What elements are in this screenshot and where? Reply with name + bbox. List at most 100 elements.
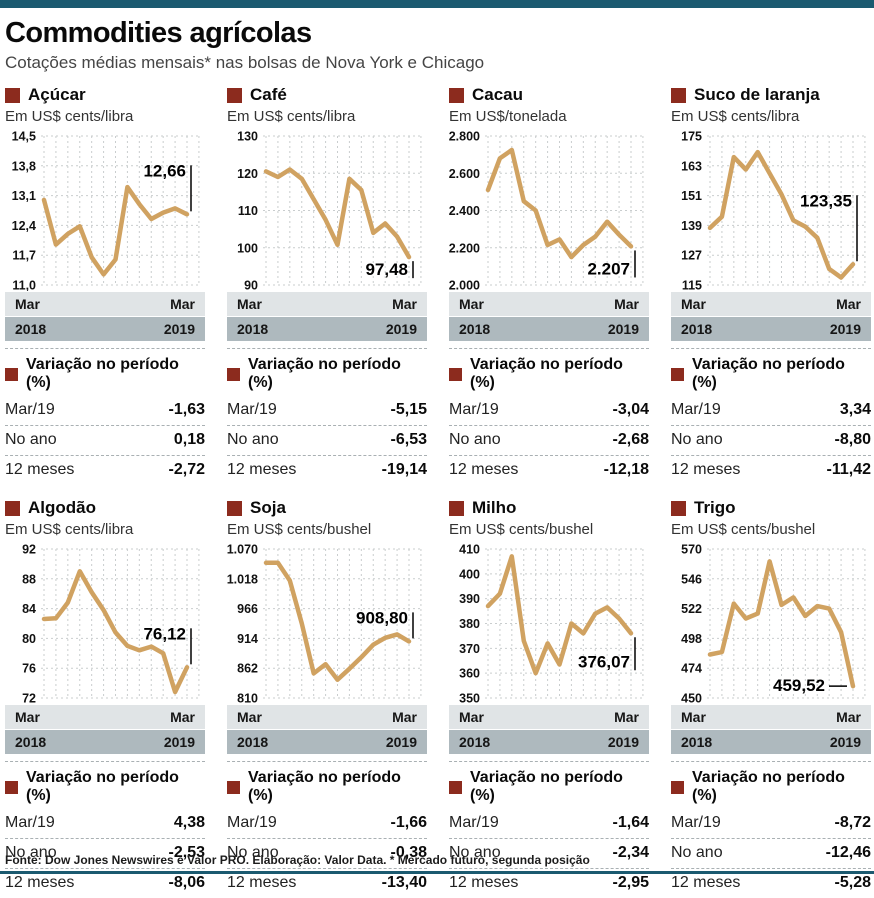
x-start-year: 2018 [237,321,269,337]
x-axis-months: Mar Mar [671,292,871,316]
y-tick-label: 1.018 [227,572,258,586]
variation-row-value: -13,40 [381,874,427,891]
x-end-month: Mar [836,296,861,312]
price-chart-svg: 570 546 522 498 474 450 459,52 [681,543,866,706]
variation-heading: Variação no período (%) [449,356,649,392]
unit-label: Em US$ cents/bushel [227,521,372,538]
variation-section: Variação no período (%) Mar/19 -3,04 No … [449,348,649,485]
page-title: Commodities agrícolas [5,17,312,49]
price-chart-svg: 2.800 2.600 2.400 2.200 2.000 2.207 [449,130,644,293]
variation-row-value: -2,72 [168,461,205,478]
y-tick-label: 130 [237,131,258,144]
end-value-label: 908,80 [356,608,408,627]
y-tick-label: 474 [681,662,702,676]
x-start-month: Mar [237,709,262,725]
unit-label: Em US$ cents/bushel [671,521,816,538]
variation-heading: Variação no período (%) [671,356,871,392]
bullet-square-icon [5,780,18,794]
variation-heading-label: Variação no período (%) [26,356,179,391]
x-start-month: Mar [459,296,484,312]
variation-row-value: -6,53 [390,431,427,448]
variation-row-label: Mar/19 [671,401,721,418]
variation-row-value: -1,63 [168,401,205,418]
price-chart-svg: 410 400 390 380 370 360 350 376,07 [459,543,644,706]
y-tick-label: 11,7 [12,249,36,263]
variation-section: Variação no período (%) Mar/19 -5,15 No … [227,348,427,485]
x-end-month: Mar [392,296,417,312]
variation-section: Variação no período (%) Mar/19 4,38 No a… [5,761,205,898]
variation-row-value: -19,14 [381,461,427,478]
x-start-year: 2018 [237,734,269,750]
price-line [41,184,190,277]
variation-row: 12 meses -2,72 [5,456,205,485]
chart-area: 14,5 13,8 13,1 12,4 11,7 11,0 12,66 [5,130,205,293]
price-line [485,147,634,260]
variation-row-label: No ano [5,844,57,861]
x-axis-years: 2018 2019 [671,730,871,754]
chart-area: 92 88 84 80 76 72 76,12 [5,543,205,706]
variation-row-value: 4,38 [173,814,205,831]
variation-row: 12 meses -12,18 [449,456,649,485]
x-axis-months: Mar Mar [5,292,205,316]
x-end-year: 2019 [385,734,417,750]
x-axis-years: 2018 2019 [227,730,427,754]
commodity-header: Trigo [671,498,871,518]
commodity-header: Soja [227,498,427,518]
x-start-month: Mar [681,296,706,312]
commodity-block: Soja Em US$ cents/bushel 1.070 1.018 966 91… [227,498,427,898]
x-start-month: Mar [15,296,40,312]
unit-label: Em US$ cents/libra [671,108,800,125]
y-tick-label: 410 [459,544,480,557]
y-tick-label: 90 [244,279,258,292]
chart-area: 2.800 2.600 2.400 2.200 2.000 2.207 [449,130,649,293]
y-tick-label: 151 [681,189,702,203]
price-chart-svg: 1.070 1.018 966 914 862 810 908,80 [227,543,422,706]
y-tick-label: 13,1 [12,189,36,203]
y-tick-label: 390 [459,592,480,606]
y-tick-label: 163 [681,159,702,173]
y-tick-label: 92 [22,544,36,557]
commodity-block: Café Em US$ cents/libra 130 120 110 100 90 97… [227,85,427,485]
variation-heading-label: Variação no período (%) [248,356,401,391]
y-tick-label: 546 [681,572,702,586]
price-line [707,149,856,280]
y-tick-label: 360 [459,667,480,681]
y-tick-label: 400 [459,567,480,581]
y-tick-label: 175 [681,131,702,144]
y-tick-label: 11,0 [12,279,36,292]
bullet-square-icon [227,87,242,103]
x-axis-years: 2018 2019 [449,730,649,754]
x-start-year: 2018 [681,321,713,337]
end-value-label: 97,48 [365,260,408,279]
y-tick-label: 72 [22,692,36,705]
commodity-title: Trigo [694,498,736,517]
y-tick-label: 380 [459,617,480,631]
end-value-label: 459,52 [773,676,825,695]
variation-row-label: Mar/19 [5,401,55,418]
x-start-month: Mar [459,709,484,725]
y-tick-label: 115 [682,279,702,292]
variation-heading-label: Variação no período (%) [26,769,179,804]
variation-row: No ano -2,53 [5,839,205,869]
variation-row-label: No ano [227,431,279,448]
variation-row-value: -8,80 [834,431,871,448]
y-tick-label: 127 [681,249,702,263]
commodity-block: Milho Em US$ cents/bushel 410 400 390 380 37… [449,498,649,898]
variation-row-value: -2,53 [168,844,205,861]
end-value-label: 76,12 [143,624,186,643]
variation-row: Mar/19 3,34 [671,396,871,426]
y-tick-label: 1.070 [227,544,258,557]
commodity-block: Açúcar Em US$ cents/libra 14,5 13,8 13,1 12… [5,85,205,485]
y-tick-label: 80 [22,632,36,646]
variation-heading-label: Variação no período (%) [470,356,623,391]
x-axis-years: 2018 2019 [227,317,427,341]
variation-section: Variação no período (%) Mar/19 -1,63 No … [5,348,205,485]
x-end-year: 2019 [607,734,639,750]
bullet-square-icon [449,500,464,516]
y-tick-label: 14,5 [12,131,36,144]
x-end-year: 2019 [829,734,861,750]
variation-row-label: 12 meses [671,874,741,891]
y-tick-label: 450 [681,692,702,705]
x-axis-months: Mar Mar [227,705,427,729]
variation-heading: Variação no período (%) [5,769,205,805]
